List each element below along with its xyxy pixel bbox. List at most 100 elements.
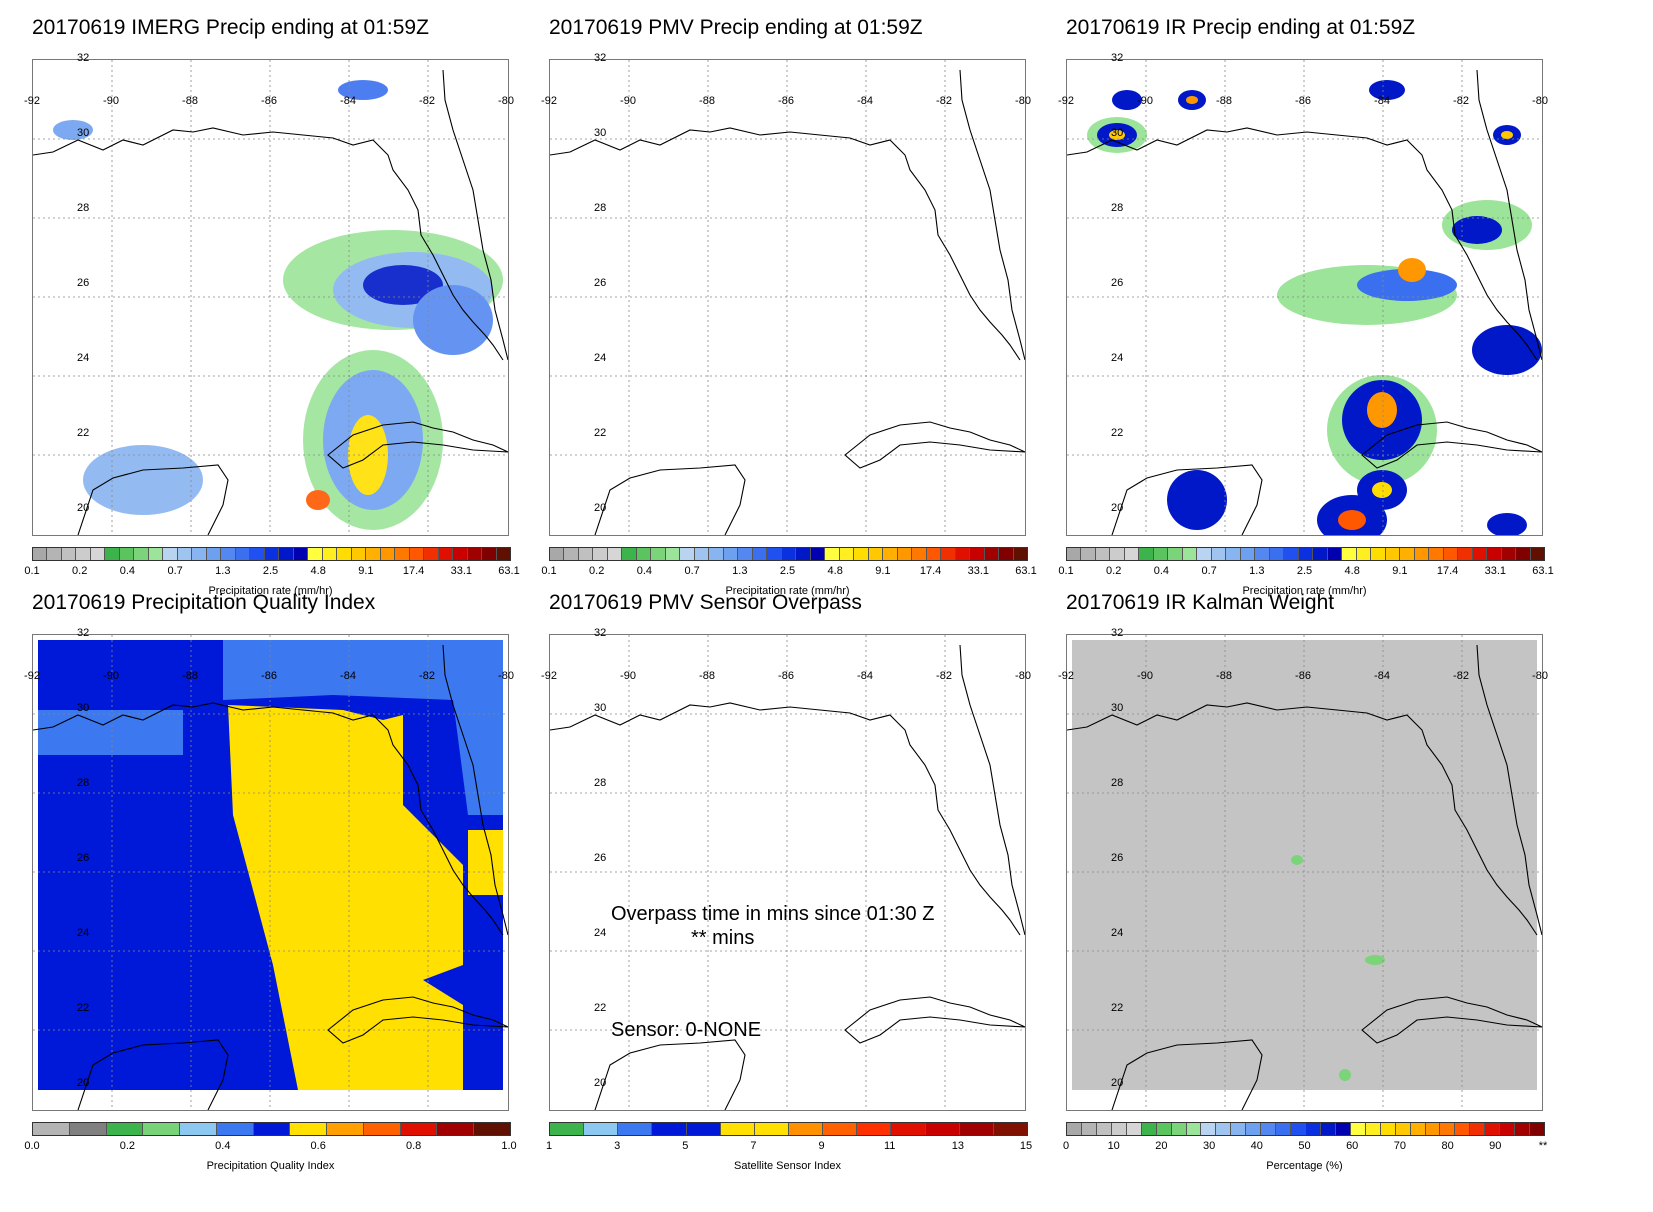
colorbar-swatch bbox=[1284, 548, 1299, 560]
colorbar-swatch bbox=[1096, 1123, 1112, 1135]
colorbar-swatch bbox=[1365, 1123, 1381, 1135]
coastline bbox=[33, 127, 504, 361]
colorbar bbox=[1066, 547, 1545, 561]
precip-field bbox=[550, 60, 1025, 535]
colorbar-tick-label: 17.4 bbox=[1436, 565, 1459, 577]
colorbar-swatch bbox=[253, 1123, 291, 1135]
precip-field bbox=[1067, 60, 1542, 535]
colorbar-tick-label: 0.1 bbox=[24, 565, 40, 577]
colorbar-swatch bbox=[767, 548, 782, 560]
colorbar-tick-label: 0.7 bbox=[684, 565, 700, 577]
colorbar-tick-label: 9 bbox=[818, 1140, 825, 1152]
colorbar-swatch bbox=[437, 1123, 475, 1135]
colorbar-swatch bbox=[1141, 1123, 1157, 1135]
longitude-label: -92 bbox=[1058, 670, 1074, 682]
longitude-label: -82 bbox=[419, 95, 435, 107]
colorbar-tick-label: 0.4 bbox=[1153, 565, 1170, 577]
colorbar-tick-label: 0.2 bbox=[72, 565, 88, 577]
longitude-label: -92 bbox=[24, 95, 40, 107]
panel-title: 20170619 PMV Precip ending at 01:59Z bbox=[549, 16, 923, 39]
latitude-label: 20 bbox=[77, 502, 90, 514]
sensor-label: Sensor: 0-NONE bbox=[611, 1019, 762, 1041]
latitude-label: 20 bbox=[594, 502, 607, 514]
latitude-label: 30 bbox=[594, 127, 607, 139]
colorbar-swatch bbox=[584, 1123, 619, 1135]
colorbar bbox=[32, 547, 511, 561]
colorbar-swatch bbox=[1313, 548, 1328, 560]
colorbar-label: Percentage (%) bbox=[1266, 1160, 1343, 1172]
colorbar-tick-label: 20 bbox=[1155, 1140, 1168, 1152]
colorbar-swatch bbox=[1410, 1123, 1426, 1135]
longitude-label: -90 bbox=[1137, 95, 1153, 107]
longitude-label: -92 bbox=[24, 670, 40, 682]
colorbar-swatch bbox=[308, 548, 323, 560]
colorbar-tick-label: 80 bbox=[1441, 1140, 1454, 1152]
colorbar-swatch bbox=[1168, 548, 1183, 560]
colorbar-tick-label: 4.8 bbox=[310, 565, 326, 577]
colorbar-tick-label: 40 bbox=[1250, 1140, 1263, 1152]
longitude-label: -84 bbox=[1374, 670, 1390, 682]
colorbar-swatch bbox=[839, 548, 855, 560]
latitude-label: 30 bbox=[77, 702, 90, 714]
colorbar-swatch bbox=[337, 548, 352, 560]
colorbar-swatch bbox=[941, 548, 956, 560]
latitude-label: 22 bbox=[594, 1002, 607, 1014]
longitude-label: -84 bbox=[857, 670, 873, 682]
colorbar-tick-label: 1.3 bbox=[732, 565, 748, 577]
latitude-label: 30 bbox=[1111, 702, 1124, 714]
colorbar-swatch bbox=[366, 548, 381, 560]
colorbar-swatch bbox=[1139, 548, 1154, 560]
colorbar-swatch bbox=[119, 548, 135, 560]
colorbar-tick-label: 0.6 bbox=[310, 1140, 326, 1152]
colorbar-swatch bbox=[1246, 1123, 1262, 1135]
longitude-label: -92 bbox=[541, 670, 557, 682]
colorbar-swatch bbox=[564, 548, 579, 560]
panel-sensor: 20170619 PMV Sensor Overpass Overpass ti… bbox=[541, 591, 1064, 1191]
coastline bbox=[959, 69, 1025, 361]
coastline bbox=[1111, 1039, 1263, 1110]
panel-imerg: 20170619 IMERG Precip ending at 01:59Z -… bbox=[24, 16, 547, 616]
longitude-label: -84 bbox=[340, 670, 356, 682]
latitude-label: 28 bbox=[1111, 202, 1124, 214]
colorbar-swatch bbox=[857, 1123, 892, 1135]
colorbar-swatch bbox=[1231, 1123, 1247, 1135]
colorbar-swatch bbox=[1400, 548, 1415, 560]
colorbar-tick-label: 13 bbox=[951, 1140, 964, 1152]
colorbar-swatch bbox=[1111, 1123, 1127, 1135]
colorbar-swatch bbox=[1216, 1123, 1232, 1135]
colorbar-swatch bbox=[235, 548, 251, 560]
latitude-label: 32 bbox=[594, 52, 607, 64]
colorbar-tick-label: 0.4 bbox=[119, 565, 136, 577]
colorbar-swatch bbox=[1156, 1123, 1172, 1135]
colorbar-swatch bbox=[395, 548, 410, 560]
colorbar-label: Satellite Sensor Index bbox=[733, 1160, 841, 1172]
longitude-label: -90 bbox=[103, 95, 119, 107]
colorbar-tick-label: 9.1 bbox=[358, 565, 374, 577]
longitude-label: -90 bbox=[620, 95, 636, 107]
colorbar-swatch bbox=[1182, 548, 1198, 560]
colorbar-swatch bbox=[912, 548, 927, 560]
colorbar-swatch bbox=[327, 1123, 364, 1135]
longitude-label: -86 bbox=[778, 670, 794, 682]
coastline bbox=[550, 702, 1021, 936]
colorbar-tick-label: 33.1 bbox=[967, 565, 990, 577]
map-imerg bbox=[32, 59, 509, 536]
colorbar-tick-label: 0.0 bbox=[24, 1140, 40, 1152]
colorbar-swatch bbox=[720, 1123, 755, 1135]
latitude-label: 28 bbox=[77, 202, 90, 214]
coastline bbox=[1111, 464, 1263, 535]
colorbar-swatch bbox=[665, 548, 681, 560]
colorbar-swatch bbox=[686, 1123, 721, 1135]
colorbar-tick-label: 0.7 bbox=[167, 565, 183, 577]
colorbar bbox=[549, 1122, 1028, 1136]
map-kalman bbox=[1066, 634, 1543, 1111]
colorbar-swatch bbox=[897, 548, 913, 560]
colorbar-label: Precipitation Quality Index bbox=[206, 1160, 335, 1172]
colorbar-swatch bbox=[61, 548, 77, 560]
latitude-label: 30 bbox=[77, 127, 90, 139]
coastline bbox=[594, 464, 746, 535]
longitude-label: -88 bbox=[699, 95, 715, 107]
colorbar-tick-label: 7 bbox=[750, 1140, 757, 1152]
longitude-label: -86 bbox=[778, 95, 794, 107]
longitude-label: -86 bbox=[1295, 670, 1311, 682]
